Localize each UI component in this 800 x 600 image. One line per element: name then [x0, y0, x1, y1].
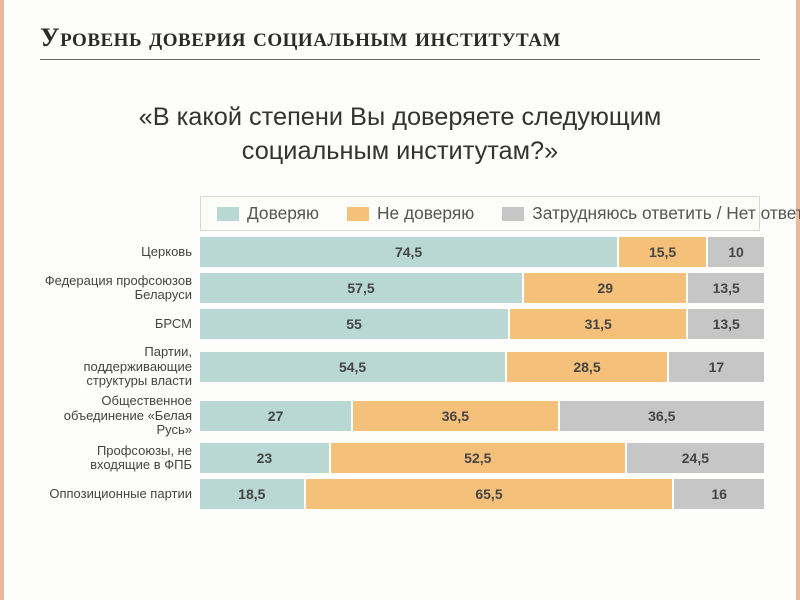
bar-value: 13,5: [713, 280, 740, 296]
legend-item: Не доверяю: [347, 203, 474, 224]
bar-value: 55: [346, 316, 362, 332]
bar-segment: 36,5: [560, 401, 764, 431]
bar-track: 27 36,5 36,5: [200, 401, 760, 431]
trust-chart: ДоверяюНе доверяюЗатрудняюсь ответить / …: [40, 196, 760, 509]
bar-value: 27: [268, 408, 284, 424]
subtitle-line-2: социальным институтам?»: [40, 134, 760, 168]
chart-row: Федерация профсоюзов Беларуси 57,5 29 13,5: [40, 273, 760, 303]
bar-value: 65,5: [475, 486, 502, 502]
slide-title: Уровень доверия социальным институтам: [40, 22, 760, 60]
row-label: Общественное объединение «Белая Русь»: [40, 394, 200, 437]
bar-segment: 17: [669, 352, 764, 382]
bar-segment: 18,5: [200, 479, 304, 509]
chart-row: Церковь 74,5 15,5 10: [40, 237, 760, 267]
row-label: Оппозиционные партии: [40, 487, 200, 501]
bar-track: 55 31,5 13,5: [200, 309, 760, 339]
bar-value: 74,5: [395, 244, 422, 260]
bar-segment: 29: [524, 273, 686, 303]
chart-rows: Церковь 74,5 15,5 10 Федерация профсоюзов Бе…: [40, 237, 760, 509]
bar-segment: 24,5: [627, 443, 764, 473]
bar-segment: 54,5: [200, 352, 505, 382]
legend-swatch: [347, 207, 369, 221]
bar-value: 57,5: [347, 280, 374, 296]
legend-label: Доверяю: [247, 203, 319, 224]
bar-segment: 13,5: [688, 273, 764, 303]
row-label: Профсоюзы, не входящие в ФПБ: [40, 444, 200, 473]
bar-segment: 36,5: [353, 401, 557, 431]
bar-segment: 52,5: [331, 443, 625, 473]
bar-segment: 31,5: [510, 309, 686, 339]
bar-value: 24,5: [682, 450, 709, 466]
bar-value: 13,5: [713, 316, 740, 332]
row-label: Партии, поддерживающие структуры власти: [40, 345, 200, 388]
bar-segment: 65,5: [306, 479, 673, 509]
bar-value: 28,5: [573, 359, 600, 375]
row-label: Федерация профсоюзов Беларуси: [40, 274, 200, 303]
bar-value: 31,5: [585, 316, 612, 332]
bar-segment: 28,5: [507, 352, 667, 382]
chart-row: БРСМ 55 31,5 13,5: [40, 309, 760, 339]
legend-item: Доверяю: [217, 203, 319, 224]
row-label: Церковь: [40, 245, 200, 259]
legend-label: Не доверяю: [377, 203, 474, 224]
bar-track: 23 52,5 24,5: [200, 443, 760, 473]
legend-swatch: [217, 207, 239, 221]
chart-legend: ДоверяюНе доверяюЗатрудняюсь ответить / …: [200, 196, 760, 231]
bar-segment: 57,5: [200, 273, 522, 303]
slide-subtitle: «В какой степени Вы доверяете следующим …: [40, 100, 760, 168]
row-label: БРСМ: [40, 317, 200, 331]
chart-row: Партии, поддерживающие структуры власти5…: [40, 345, 760, 388]
bar-track: 54,5 28,5 17: [200, 352, 760, 382]
bar-value: 18,5: [238, 486, 265, 502]
bar-value: 36,5: [648, 408, 675, 424]
bar-value: 36,5: [442, 408, 469, 424]
bar-segment: 27: [200, 401, 351, 431]
legend-swatch: [502, 207, 524, 221]
bar-value: 23: [257, 450, 273, 466]
bar-value: 29: [597, 280, 613, 296]
subtitle-line-1: «В какой степени Вы доверяете следующим: [40, 100, 760, 134]
chart-row: Профсоюзы, не входящие в ФПБ 23 52,5 24,5: [40, 443, 760, 473]
bar-value: 54,5: [339, 359, 366, 375]
bar-segment: 23: [200, 443, 329, 473]
chart-row: Оппозиционные партии 18,5 65,5 16: [40, 479, 760, 509]
bar-value: 16: [711, 486, 727, 502]
bar-track: 18,5 65,5 16: [200, 479, 760, 509]
bar-value: 17: [709, 359, 725, 375]
bar-track: 74,5 15,5 10: [200, 237, 760, 267]
legend-label: Затрудняюсь ответить / Нет ответа: [532, 203, 800, 224]
bar-value: 52,5: [464, 450, 491, 466]
bar-segment: 13,5: [688, 309, 764, 339]
bar-segment: 10: [708, 237, 764, 267]
bar-segment: 55: [200, 309, 508, 339]
chart-row: Общественное объединение «Белая Русь» 27 3…: [40, 394, 760, 437]
bar-value: 15,5: [649, 244, 676, 260]
bar-segment: 16: [674, 479, 764, 509]
legend-item: Затрудняюсь ответить / Нет ответа: [502, 203, 800, 224]
bar-segment: 74,5: [200, 237, 617, 267]
bar-segment: 15,5: [619, 237, 706, 267]
bar-value: 10: [728, 244, 744, 260]
bar-track: 57,5 29 13,5: [200, 273, 760, 303]
